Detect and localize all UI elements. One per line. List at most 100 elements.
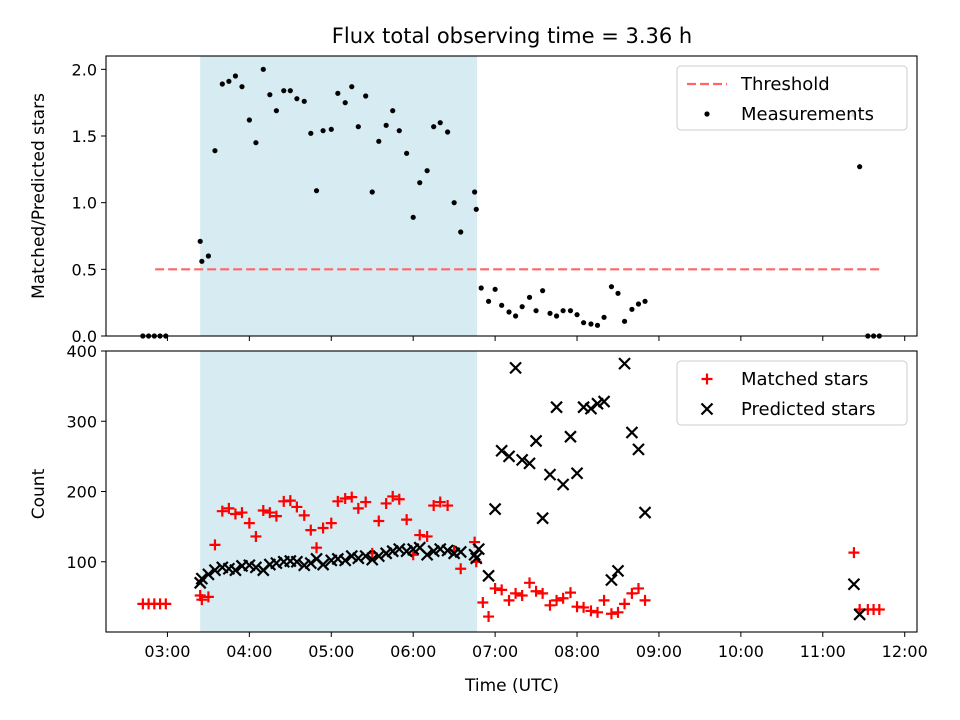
measurement-point: [281, 88, 287, 94]
matched-star-point: [305, 524, 317, 536]
predicted-star-point: [605, 573, 618, 587]
matched-star-point: [393, 493, 405, 505]
y-tick-label: 1.5: [72, 127, 97, 146]
matched-star-point: [434, 496, 446, 508]
measurement-point: [445, 129, 451, 135]
measurement-point: [212, 148, 218, 154]
measurement-point: [601, 314, 607, 320]
measurement-point: [451, 200, 457, 206]
predicted-star-point: [564, 430, 577, 443]
measurement-point: [273, 108, 279, 114]
matched-star-point: [160, 598, 172, 610]
matched-star-point: [298, 509, 310, 521]
matched-star-point: [196, 594, 208, 606]
legend: Matched stars Predicted stars: [676, 360, 908, 426]
matched-star-point: [209, 539, 221, 551]
predicted-star-point: [556, 478, 570, 491]
measurement-point: [417, 180, 423, 186]
measurement-point: [239, 84, 245, 90]
measurement-point: [232, 73, 239, 79]
matched-star-point: [516, 589, 528, 601]
measurement-point: [547, 310, 553, 316]
matched-star-point: [632, 582, 644, 594]
predicted-star-point: [249, 561, 263, 574]
matched-star-point: [223, 502, 235, 514]
predicted-star-point: [352, 551, 365, 565]
measurement-point: [574, 312, 580, 318]
matched-star-point: [477, 596, 489, 608]
measurement-point: [260, 66, 266, 72]
measurement-point: [485, 298, 492, 304]
measurement-point: [594, 322, 601, 328]
matched-star-point: [387, 490, 399, 502]
measurement-point: [267, 92, 273, 98]
chart-title: Flux total observing time = 3.36 h: [332, 24, 692, 48]
measurement-point: [431, 124, 437, 130]
predicted-star-point: [195, 572, 209, 585]
predicted-star-point: [472, 542, 486, 556]
x-tick-label: 06:00: [390, 642, 436, 661]
measurement-point: [396, 128, 402, 134]
measurement-point: [526, 294, 533, 300]
measurement-point: [472, 189, 478, 195]
legend-label: Threshold: [740, 74, 830, 95]
predicted-star-point: [632, 443, 645, 456]
legend-label: Predicted stars: [741, 399, 875, 420]
matched-star-point: [639, 594, 651, 606]
matched-star-point: [496, 584, 508, 596]
matched-star-point: [243, 517, 255, 529]
matched-star-point: [202, 591, 214, 603]
predicted-star-point: [202, 568, 215, 581]
matched-star-point: [325, 517, 337, 529]
predicted-star-point: [482, 569, 495, 583]
x-tick-label: 10:00: [718, 642, 764, 661]
axes-frame: [105, 350, 918, 633]
x-tick-label: 04:00: [226, 642, 272, 661]
measurement-point: [335, 90, 341, 96]
measurement-point: [205, 253, 211, 259]
measurement-point: [349, 84, 355, 90]
measurement-point: [580, 320, 587, 326]
measurement-point: [355, 124, 361, 130]
measurement-point: [642, 298, 648, 304]
matched-star-point: [537, 587, 549, 599]
measurement-point: [567, 308, 574, 314]
x-tick-label: 12:00: [882, 642, 928, 661]
y-tick-label: 0.0: [72, 327, 97, 346]
predicted-star-point: [515, 453, 529, 467]
measurement-point: [197, 238, 203, 244]
measurement-point: [519, 304, 525, 310]
measurement-point: [478, 285, 484, 291]
predicted-star-point: [488, 502, 502, 516]
measurement-point: [492, 286, 498, 292]
matched-star-point: [250, 530, 262, 542]
matched-star-point: [428, 500, 440, 512]
measurement-point: [404, 150, 410, 156]
matched-star-point: [605, 608, 617, 620]
matched-star-point: [592, 606, 604, 618]
predicted-star-point: [502, 450, 516, 463]
measurement-point: [410, 214, 416, 220]
legend: Threshold Measurements: [676, 65, 908, 131]
measurement-point: [301, 98, 307, 104]
matched-star-point: [311, 542, 323, 554]
y-tick-label: 200: [66, 483, 97, 502]
predicted-star-point: [316, 558, 330, 571]
matched-star-point: [503, 594, 515, 606]
measurement-point: [608, 284, 615, 290]
measurement-point: [499, 302, 505, 308]
predicted-star-point: [441, 544, 454, 557]
observing-window-shade: [200, 351, 478, 632]
measurement-point: [383, 122, 389, 128]
measurement-point: [328, 126, 334, 132]
measurement-point: [390, 108, 396, 114]
predicted-star-point: [543, 468, 557, 481]
matched-star-point: [352, 502, 364, 514]
measurement-point: [621, 318, 628, 324]
x-tick-label: 08:00: [554, 642, 600, 661]
y-tick-label: 0.5: [72, 260, 97, 279]
y-tick-label: 400: [66, 342, 97, 361]
matched-star-point: [270, 510, 282, 522]
matched-star-point: [551, 594, 563, 606]
